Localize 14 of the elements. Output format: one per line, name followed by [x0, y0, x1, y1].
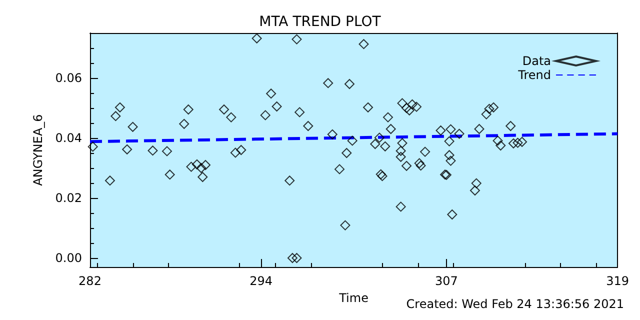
y-tick-label: 0.00: [55, 251, 82, 265]
legend-label: Trend: [517, 68, 551, 82]
x-tick-label: 307: [435, 274, 458, 288]
x-axis-title: Time: [338, 290, 368, 305]
y-tick-label: 0.02: [55, 191, 82, 205]
legend-label: Data: [522, 54, 551, 68]
y-axis-title: ANGYNEA_6: [31, 114, 45, 186]
text: Created: Wed Feb 24 13:36:56 2021: [406, 297, 624, 311]
x-tick-label: 294: [250, 274, 273, 288]
x-tick-label: 319: [606, 274, 629, 288]
y-tick-label: 0.04: [55, 131, 82, 145]
chart-title: MTA TREND PLOT: [259, 14, 382, 30]
y-tick-label: 0.06: [55, 71, 82, 85]
x-tick-label: 282: [78, 274, 102, 288]
